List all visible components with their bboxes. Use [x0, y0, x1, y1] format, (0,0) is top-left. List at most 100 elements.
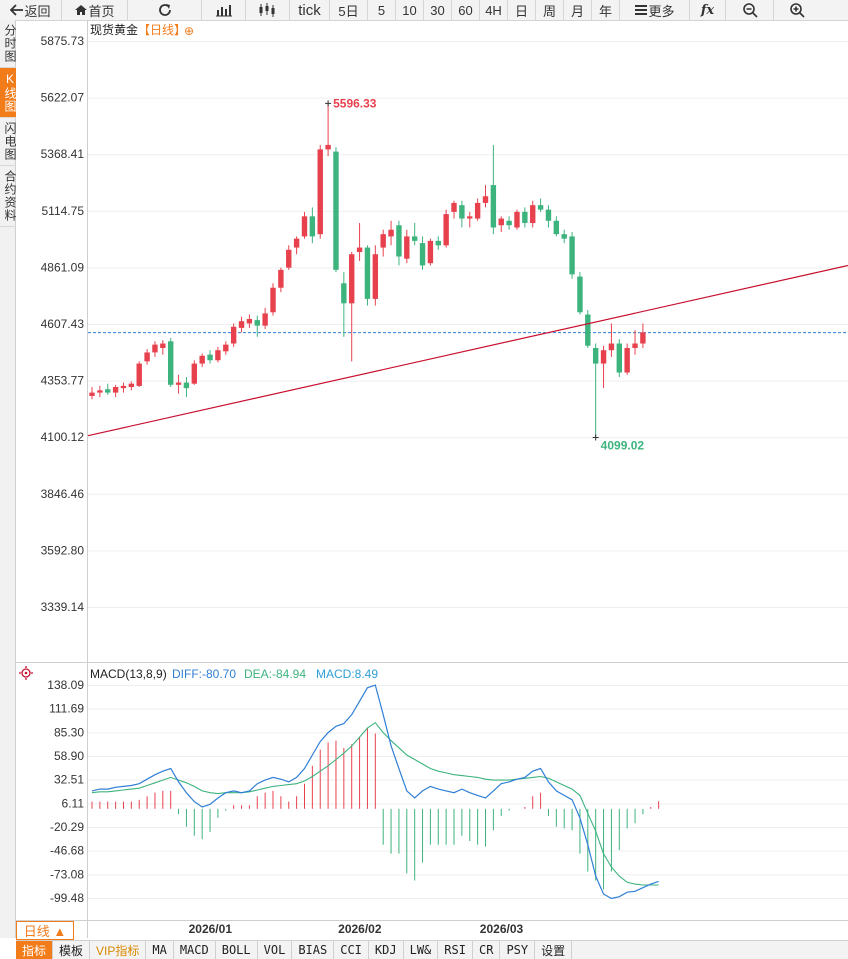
tab-macd[interactable]: MACD — [174, 941, 216, 959]
candle[interactable] — [341, 272, 347, 337]
candle[interactable] — [144, 349, 150, 365]
candle[interactable] — [128, 381, 135, 391]
tab-templates[interactable]: 模板 — [53, 941, 91, 959]
candle[interactable] — [372, 245, 379, 306]
candle[interactable] — [207, 350, 213, 364]
tab-contract-info[interactable]: 合约资料 — [0, 166, 17, 227]
tab-kline[interactable]: K线图 — [0, 68, 17, 118]
tab-flash-chart[interactable]: 闪电图 — [0, 118, 17, 166]
candle[interactable] — [301, 211, 308, 239]
tab-kdj[interactable]: KDJ — [369, 941, 404, 959]
candle[interactable] — [278, 267, 284, 293]
candle[interactable] — [349, 252, 355, 362]
tab-indicators[interactable]: 指标 — [16, 941, 54, 959]
candle[interactable] — [514, 209, 520, 230]
candle[interactable] — [474, 198, 481, 221]
candle[interactable] — [215, 346, 221, 363]
candle[interactable] — [160, 340, 166, 355]
candle[interactable] — [112, 384, 119, 398]
candle[interactable] — [168, 337, 174, 388]
more-button[interactable]: 更多 — [620, 0, 690, 20]
period-year-button[interactable]: 年 — [592, 0, 620, 20]
candle[interactable] — [569, 231, 575, 279]
tab-rsi[interactable]: RSI — [438, 941, 473, 959]
candle[interactable] — [404, 229, 410, 264]
candle[interactable] — [254, 315, 260, 337]
candle[interactable] — [577, 272, 583, 315]
formula-button[interactable]: fx — [690, 0, 726, 20]
candle[interactable] — [175, 374, 182, 394]
candle[interactable] — [364, 245, 371, 306]
candle[interactable] — [522, 207, 528, 228]
candle[interactable] — [262, 307, 268, 330]
candle[interactable] — [317, 144, 323, 239]
candle[interactable] — [585, 310, 591, 348]
candle[interactable] — [561, 229, 567, 244]
candle[interactable] — [537, 198, 544, 212]
tick-button[interactable]: tick — [290, 0, 330, 20]
period-5day-button[interactable]: 5日 — [330, 0, 368, 20]
add-symbol-icon[interactable]: ⊕ — [184, 24, 194, 38]
tab-cr[interactable]: CR — [473, 941, 501, 959]
period-selector-button[interactable]: 日线 ▲ — [16, 921, 74, 940]
candle[interactable] — [223, 341, 229, 355]
candle[interactable] — [191, 360, 198, 385]
tab-ma[interactable]: MA — [146, 941, 174, 959]
tab-bias[interactable]: BIAS — [292, 941, 335, 959]
candle[interactable] — [97, 385, 103, 398]
tab-psy[interactable]: PSY — [500, 941, 536, 959]
zoom-in-button[interactable] — [774, 0, 820, 20]
zoom-out-button[interactable] — [726, 0, 774, 20]
candle[interactable] — [230, 323, 237, 347]
period-day-button[interactable]: 日 — [508, 0, 536, 20]
tab-settings[interactable]: 设置 — [535, 941, 573, 959]
chart-type-candle-button[interactable] — [246, 0, 290, 20]
chart-type-line-button[interactable] — [202, 0, 246, 20]
candle[interactable] — [490, 144, 497, 235]
macd-settings-icon[interactable] — [19, 666, 33, 680]
home-button[interactable]: 首页 — [62, 0, 128, 20]
candle[interactable] — [293, 236, 300, 255]
candle[interactable] — [396, 220, 402, 266]
period-10min-button[interactable]: 10 — [396, 0, 424, 20]
refresh-button[interactable] — [128, 0, 202, 20]
candle[interactable] — [451, 200, 457, 219]
tab-cci[interactable]: CCI — [334, 941, 369, 959]
candle[interactable] — [411, 223, 418, 246]
candle[interactable] — [309, 207, 316, 244]
back-button[interactable]: 返回 — [0, 0, 62, 20]
candle[interactable] — [608, 323, 615, 357]
tab-vip-indicators[interactable]: VIP指标 — [90, 941, 147, 959]
candle[interactable] — [459, 200, 465, 228]
period-60min-button[interactable]: 60 — [452, 0, 480, 20]
candle[interactable] — [640, 323, 646, 348]
period-month-button[interactable]: 月 — [564, 0, 592, 20]
period-4h-button[interactable]: 4H — [480, 0, 508, 20]
candle[interactable] — [270, 283, 276, 316]
candle[interactable] — [246, 314, 253, 328]
candle[interactable] — [530, 200, 536, 228]
candle[interactable] — [286, 245, 292, 270]
candle[interactable] — [152, 341, 158, 357]
candle[interactable] — [632, 330, 638, 355]
candle[interactable] — [183, 376, 190, 398]
candle[interactable] — [506, 216, 512, 230]
tab-boll[interactable]: BOLL — [216, 941, 258, 959]
candle[interactable] — [467, 211, 473, 228]
candle[interactable] — [89, 387, 95, 400]
candle[interactable] — [136, 361, 142, 388]
candle[interactable] — [325, 103, 331, 157]
candle[interactable] — [600, 345, 607, 389]
tab-timeshare[interactable]: 分时图 — [0, 20, 17, 68]
candle[interactable] — [388, 220, 394, 246]
candle[interactable] — [427, 238, 434, 266]
tab-lw[interactable]: LW& — [404, 941, 439, 959]
candle[interactable] — [120, 382, 127, 393]
candle[interactable] — [333, 147, 339, 273]
candle[interactable] — [435, 236, 441, 250]
candle[interactable] — [356, 223, 363, 261]
period-30min-button[interactable]: 30 — [424, 0, 452, 20]
candle[interactable] — [380, 229, 386, 257]
trendline[interactable] — [87, 264, 848, 437]
